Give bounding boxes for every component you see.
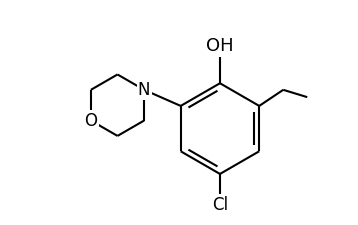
Text: N: N bbox=[138, 81, 150, 99]
Text: OH: OH bbox=[206, 37, 234, 55]
Text: Cl: Cl bbox=[212, 196, 228, 214]
Text: O: O bbox=[84, 112, 97, 130]
